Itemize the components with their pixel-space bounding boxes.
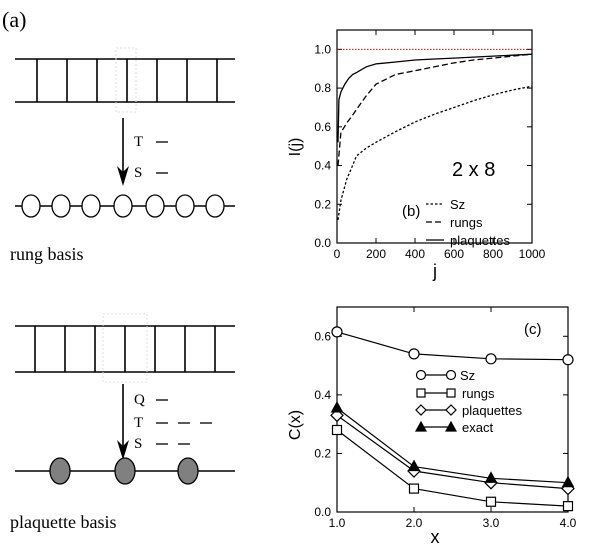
panel-b-xlabel: j	[432, 261, 437, 281]
panel-b-ytick-label: 0.8	[314, 81, 331, 95]
legend-plaquettes-label: plaquettes	[462, 403, 522, 418]
rung-highlight-box	[115, 47, 137, 113]
legend-plaquettes-marker	[445, 404, 457, 416]
panel-c-rungs-point	[562, 501, 574, 512]
panel-c-legend	[414, 369, 458, 432]
panel-c-rungs-point	[408, 483, 420, 494]
panel-c-sz-point	[562, 354, 574, 366]
panel-c-series-sz-line	[336, 331, 569, 361]
panel-c-exact-point	[484, 471, 498, 483]
rung-arrow-head	[117, 166, 129, 186]
panel-c-xtick-label: 3.0	[483, 516, 500, 530]
plaquette-ladder	[15, 325, 235, 373]
plaquette-arrow-head	[117, 440, 129, 460]
legend-exact-marker	[414, 420, 428, 432]
panel-b-xtick-label: 600	[444, 247, 464, 261]
panel-c-ytick-label: 0.2	[314, 446, 331, 460]
rung-ladder	[15, 58, 235, 103]
panel-a-label: (a)	[2, 7, 26, 32]
panel-c-exact-point	[561, 475, 575, 488]
legend-exact-marker	[444, 420, 458, 432]
panel-a: (a) T S rung ba	[2, 7, 235, 532]
panel-b-ytick-label: 0.4	[314, 159, 331, 173]
legend-plaquettes-marker	[415, 404, 427, 416]
legend-rungs-marker	[416, 388, 426, 398]
panel-b-annotation: 2 x 8	[452, 159, 495, 181]
panel-c-xtick-label: 2.0	[406, 516, 423, 530]
panel-b-legend: Sz rungs plaquettes	[426, 197, 510, 248]
panel-b-ytick-label: 1.0	[314, 42, 331, 56]
panel-c-exact-point	[407, 459, 421, 472]
legend-rungs-marker	[446, 388, 456, 398]
legend-sz-label: Sz	[450, 197, 465, 212]
panel-c-exact-point	[330, 400, 344, 413]
panel-c-label: (c)	[524, 321, 542, 338]
panel-b-series-rungs-line	[337, 53, 533, 166]
legend-rungs-label: rungs	[462, 386, 495, 401]
panel-c-ytick-label: 0.0	[314, 505, 331, 519]
panel-c-rungs-point	[331, 424, 343, 436]
panel-b-series-sz-line	[337, 85, 533, 220]
legend-sz-label: Sz	[460, 368, 475, 383]
panel-b-xtick-label: 400	[405, 247, 425, 261]
panel-c-series-exact-line	[336, 407, 569, 484]
panel-c-ylabel: C(x)	[287, 410, 304, 440]
panel-b-chart: 2 x 8 (b) j I(j) Sz rungs plaquettes 0 20…	[287, 29, 546, 281]
panel-c-sz-point	[408, 348, 420, 360]
panel-c-ytick-label: 0.6	[314, 329, 331, 343]
panel-c-sz-point	[331, 326, 343, 338]
panel-c-rungs-point	[485, 496, 497, 507]
panel-c-xlabel: x	[431, 527, 440, 547]
panel-c-ytick-label: 0.4	[314, 388, 331, 402]
panel-b-xtick-label: 800	[483, 247, 503, 261]
panel-b-plot-frame	[336, 29, 533, 244]
rung-chain	[15, 194, 235, 218]
plaquette-chain	[15, 457, 235, 485]
panel-b-ylabel: I(j)	[287, 138, 304, 157]
panel-c-sz-point	[485, 353, 497, 365]
panel-b-ytick-label: 0.2	[314, 197, 331, 211]
panel-b-xtick-label: 200	[366, 247, 386, 261]
legend-plaquettes-label: plaquettes	[450, 233, 510, 248]
panel-c-chart: (c) x C(x) Sz rungs plaquettes exact 1.0…	[287, 306, 577, 547]
panel-b-xtick-label: 0	[334, 247, 341, 261]
panel-c-xtick-label: 1.0	[329, 516, 346, 530]
plaquette-symbol-s: S	[134, 436, 142, 452]
panel-c-xtick-label: 4.0	[560, 516, 577, 530]
panel-c-series-plaquettes-line	[336, 414, 569, 490]
panel-b-ytick-label: 0.6	[314, 120, 331, 134]
rung-symbol-s: S	[134, 165, 142, 181]
panel-b-ytick-label: 0.0	[314, 236, 331, 250]
legend-sz-marker	[415, 369, 427, 381]
rung-basis-caption: rung basis	[10, 244, 84, 264]
panel-b-series-plaquettes-line	[337, 53, 533, 143]
panel-b-label: (b)	[402, 203, 420, 220]
plaquette-symbol-t: T	[134, 415, 143, 431]
plaquette-basis-caption: plaquette basis	[10, 512, 116, 532]
plaquette-highlight-box	[102, 313, 148, 383]
legend-sz-marker	[445, 369, 457, 381]
legend-rungs-label: rungs	[450, 215, 483, 230]
rung-symbol-t: T	[134, 134, 143, 150]
panel-b-xtick-label: 1000	[519, 247, 546, 261]
legend-exact-label: exact	[462, 420, 493, 435]
panel-c-series-rungs-line	[336, 429, 569, 507]
plaquette-symbol-q: Q	[134, 392, 145, 408]
